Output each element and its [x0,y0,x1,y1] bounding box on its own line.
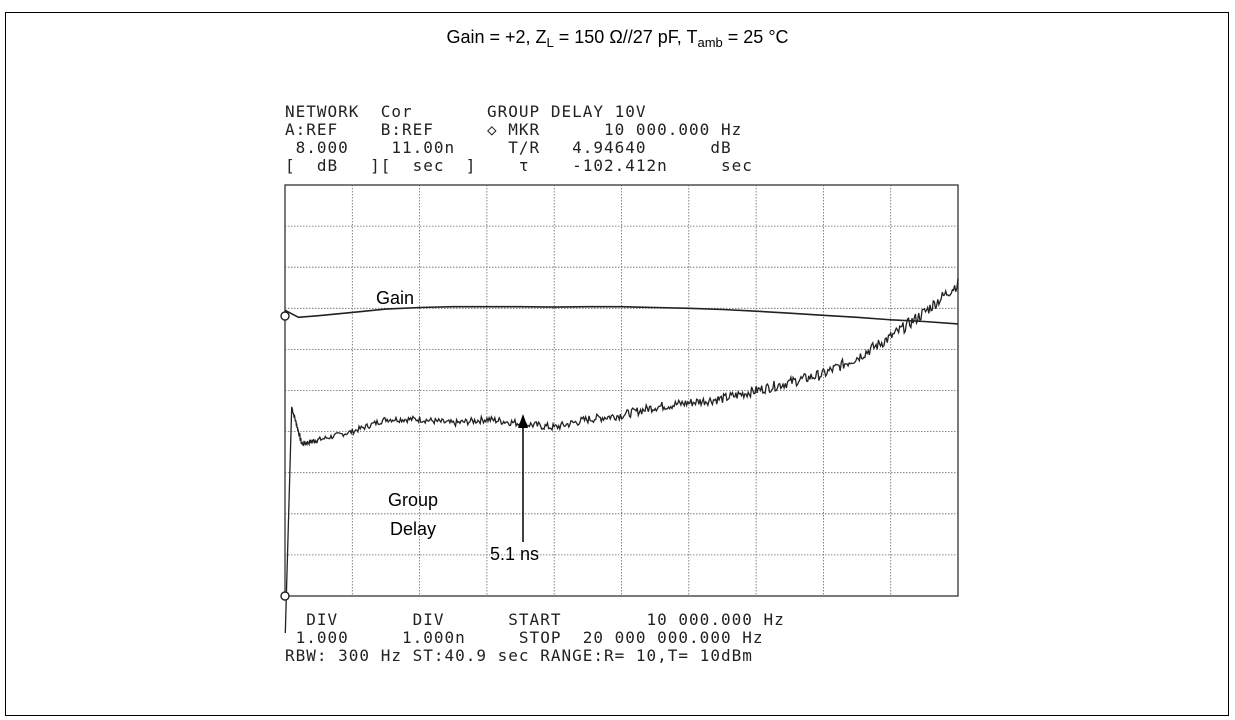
plot-grid [284,184,959,597]
header-line-2: A:REF B:REF ◇ MKR 10 000.000 Hz [285,120,743,139]
chart-title: Gain = +2, ZL = 150 Ω//27 pF, Tamb = 25 … [446,27,789,50]
gain-trace [284,305,959,325]
footer-line-2: 1.000 1.000n STOP 20 000 000.000 Hz [285,628,764,647]
delay-arrow-head [518,414,528,428]
gain-annotation: Gain [376,288,414,308]
footer-line-1: DIV DIV START 10 000.000 Hz [285,610,785,629]
group-annotation: Group [388,490,438,510]
delay-value-annotation: 5.1 ns [490,544,539,564]
header-line-3: 8.000 11.00n T/R 4.94640 dB [285,138,732,157]
group-delay-trace [284,278,959,634]
figure-frame [5,12,1229,716]
gain-reference-marker [280,311,290,321]
footer-line-3: RBW: 300 Hz ST:40.9 sec RANGE:R= 10,T= 1… [285,646,753,665]
header-line-1: NETWORK Cor GROUP DELAY 10V [285,102,647,121]
header-line-4: [ dB ][ sec ] τ -102.412n sec [285,156,753,175]
delay-annotation: Delay [390,519,436,539]
delay-reference-marker [280,591,290,601]
